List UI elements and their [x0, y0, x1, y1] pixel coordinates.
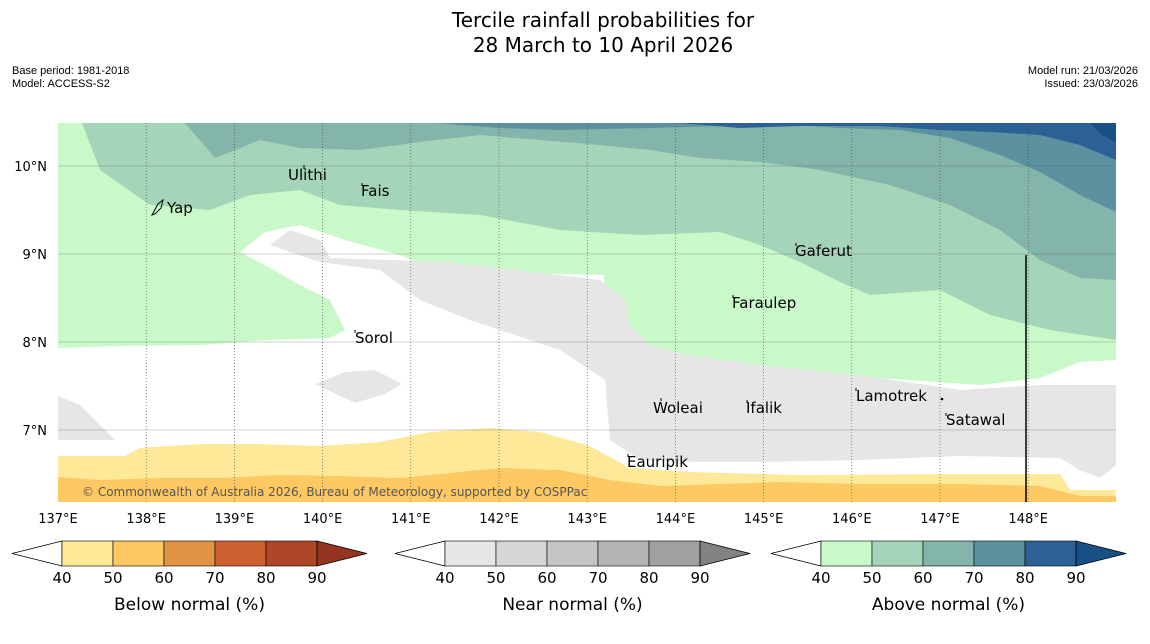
legends: 40 50 60 70 80 90 Below normal (%) 40 50 60 70 80 90… — [11, 540, 1127, 615]
lon-label: 148°E — [1008, 512, 1048, 527]
above-normal-90-band — [1090, 123, 1116, 143]
lon-label: 143°E — [567, 512, 607, 527]
near-normal-swatch — [648, 540, 701, 567]
near-normal-tick-label: 40 — [435, 569, 454, 587]
island-markers — [150, 165, 947, 457]
near-normal-small-patch — [315, 370, 402, 403]
near-normal-swatch — [444, 540, 497, 567]
lat-label-7n: 7°N — [23, 424, 48, 439]
above-normal-swatch — [973, 540, 1026, 567]
model-run: Model run: 21/03/2026 — [1027, 65, 1138, 77]
lat-label-8n: 8°N — [23, 336, 48, 351]
title-line-1: Tercile rainfall probabilities for — [451, 8, 755, 32]
near-normal-swatch — [597, 540, 650, 567]
below-normal-tick-label: 50 — [103, 569, 122, 587]
below-normal-swatch — [163, 540, 216, 567]
lon-label: 139°E — [215, 512, 255, 527]
below-normal-tick-label: 60 — [154, 569, 173, 587]
above-normal-tick-label: 60 — [913, 569, 932, 587]
below-normal-tick-label: 70 — [205, 569, 224, 587]
above-normal-swatch — [820, 540, 873, 567]
lat-label-9n: 9°N — [23, 248, 48, 263]
below-normal-legend: 40 50 60 70 80 90 Below normal (%) — [11, 540, 368, 615]
below-normal-50-band — [58, 468, 1116, 502]
below-normal-above-90-triangle — [316, 540, 368, 567]
below-normal-below-40-triangle — [11, 540, 63, 567]
place-woleai: Woleai — [653, 399, 703, 417]
near-normal-west-patch — [58, 396, 115, 440]
near-normal-tick-label: 80 — [639, 569, 658, 587]
below-normal-legend-title: Below normal (%) — [114, 595, 265, 615]
above-normal-60-band — [185, 123, 1116, 280]
base-info: Base period: 1981-2018 Model: ACCESS-S2 — [12, 65, 129, 91]
above-normal-tick-label: 80 — [1015, 569, 1034, 587]
below-normal-swatch — [265, 540, 318, 567]
below-normal-tick-label: 90 — [307, 569, 326, 587]
near-normal-tick-label: 60 — [537, 569, 556, 587]
chart-title: Tercile rainfall probabilities for 28 Ma… — [0, 8, 1150, 58]
below-normal-tick-label: 40 — [52, 569, 71, 587]
near-normal-swatch — [546, 540, 599, 567]
above-normal-above-90-triangle — [1075, 540, 1127, 567]
near-normal-tick-label: 50 — [486, 569, 505, 587]
above-normal-tick-label: 40 — [811, 569, 830, 587]
above-normal-tick-label: 90 — [1066, 569, 1085, 587]
copyright-notice: © Commonwealth of Australia 2026, Bureau… — [82, 485, 587, 499]
above-normal-below-40-triangle — [770, 540, 822, 567]
below-normal-swatch — [61, 540, 114, 567]
place-gaferut: Gaferut — [795, 242, 852, 260]
above-normal-swatch — [922, 540, 975, 567]
below-normal-swatch — [214, 540, 267, 567]
place-satawal: Satawal — [946, 411, 1005, 429]
model-name: Model: ACCESS-S2 — [12, 78, 110, 90]
title-line-2: 28 March to 10 April 2026 — [472, 33, 734, 57]
lon-label: 147°E — [920, 512, 960, 527]
near-normal-legend: 40 50 60 70 80 90 Near normal (%) — [394, 540, 751, 615]
near-normal-legend-title: Near normal (%) — [502, 595, 642, 615]
run-info: Model run: 21/03/2026 Issued: 23/03/2026 — [1028, 65, 1138, 91]
near-normal-above-90-triangle — [699, 540, 751, 567]
near-normal-below-40-triangle — [394, 540, 446, 567]
near-normal-40-region — [270, 230, 1116, 478]
lon-label: 144°E — [656, 512, 696, 527]
lon-label: 142°E — [479, 512, 519, 527]
latitude-labels: 10°N 9°N 8°N 7°N — [14, 160, 47, 439]
lon-label: 138°E — [126, 512, 166, 527]
below-normal-tick-label: 80 — [256, 569, 275, 587]
place-yap: Yap — [166, 199, 193, 217]
above-normal-legend-title: Above normal (%) — [872, 595, 1025, 615]
place-ifalik: Ifalik — [746, 399, 782, 417]
lon-label: 140°E — [303, 512, 343, 527]
base-period: Base period: 1981-2018 — [12, 65, 130, 77]
place-ulithi: Ulithi — [288, 166, 327, 184]
above-normal-swatch — [1024, 540, 1077, 567]
lat-label-10n: 10°N — [14, 160, 47, 175]
lon-label: 137°E — [38, 512, 78, 527]
issued-date: Issued: 23/03/2026 — [1044, 78, 1138, 90]
place-faraulep: Faraulep — [732, 294, 796, 312]
place-sorol: Sorol — [355, 329, 393, 347]
longitude-labels: 137°E 138°E 139°E 140°E 141°E 142°E 143°E 144°E… — [38, 512, 1048, 527]
near-normal-tick-label: 90 — [690, 569, 709, 587]
above-normal-80-band — [680, 123, 1116, 160]
place-fais: Fais — [361, 182, 390, 200]
place-labels: Ulithi Fais Yap Gaferut Faraulep Sorol W… — [166, 166, 1005, 471]
place-eauripik: Eauripik — [627, 453, 688, 471]
lamotrek-east-dot — [940, 397, 944, 401]
lon-label: 145°E — [744, 512, 784, 527]
place-lamotrek: Lamotrek — [856, 387, 927, 405]
near-normal-tick-label: 70 — [588, 569, 607, 587]
above-normal-tick-label: 50 — [862, 569, 881, 587]
yap-island-shape — [150, 198, 164, 216]
above-normal-swatch — [871, 540, 924, 567]
lon-label: 141°E — [391, 512, 431, 527]
below-normal-swatch — [112, 540, 165, 567]
above-normal-legend: 40 50 60 70 80 90 Above normal (%) — [770, 540, 1127, 615]
grid-lines — [58, 123, 1116, 502]
above-normal-tick-label: 70 — [964, 569, 983, 587]
lon-label: 146°E — [832, 512, 872, 527]
near-normal-swatch — [495, 540, 548, 567]
